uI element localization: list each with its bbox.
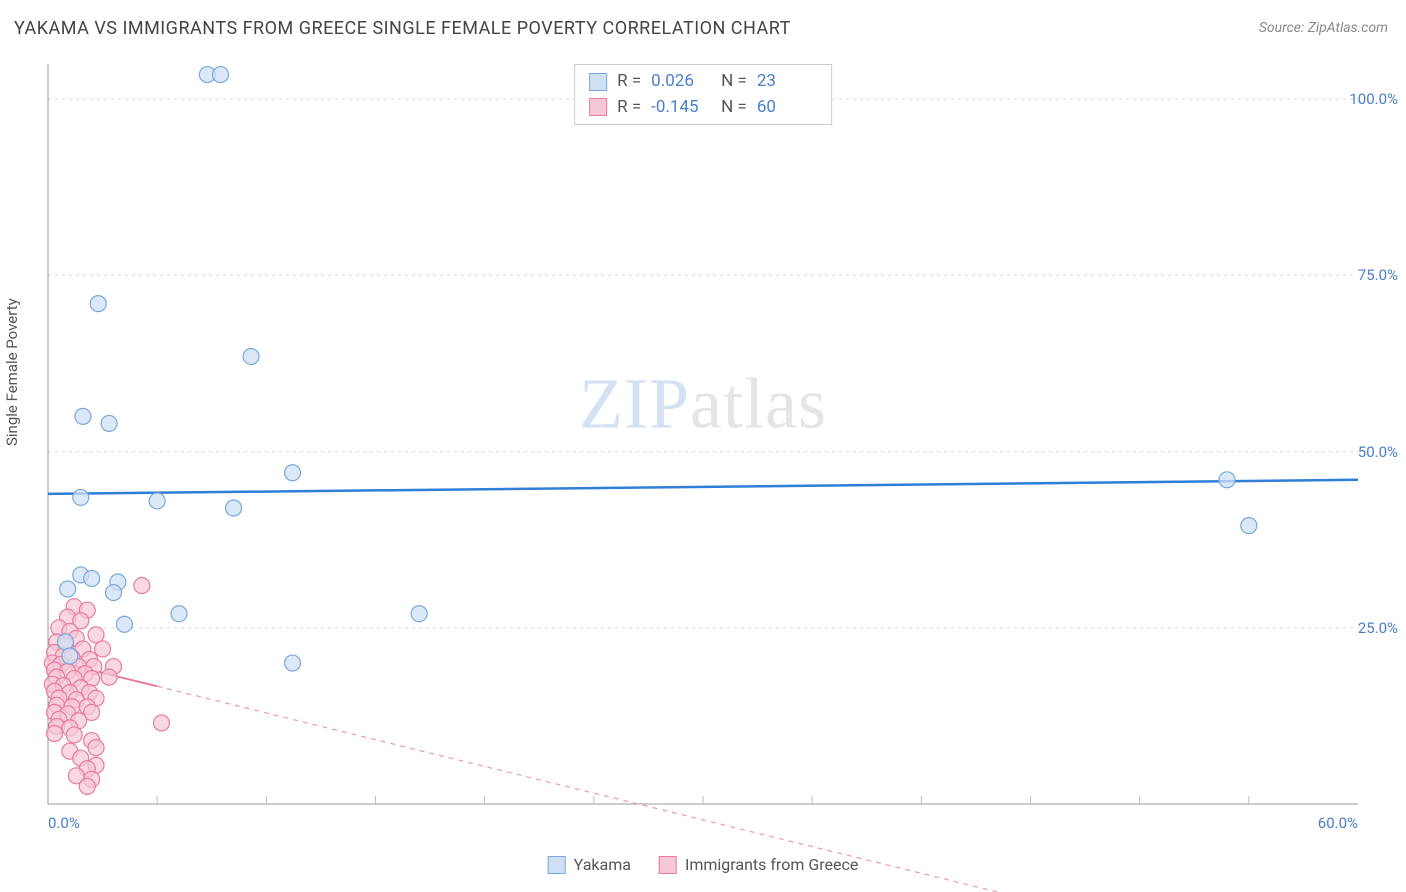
swatch-series-0	[548, 856, 566, 874]
legend-item-1: Immigrants from Greece	[659, 855, 858, 874]
swatch-series-1	[589, 98, 607, 116]
y-tick-label: 75.0%	[1358, 266, 1398, 284]
r-label: R =	[617, 69, 641, 95]
plot-area: ZIPatlas 25.0%50.0%75.0%100.0%0.0%60.0%	[48, 64, 1358, 804]
n-label: N =	[721, 95, 747, 121]
x-tick-label: 60.0%	[1318, 814, 1358, 832]
swatch-series-1	[659, 856, 677, 874]
r-value-1: -0.145	[651, 95, 711, 121]
swatch-series-0	[589, 73, 607, 91]
x-tick-label: 0.0%	[48, 814, 80, 832]
y-tick-label: 100.0%	[1349, 90, 1398, 108]
y-tick-label: 25.0%	[1358, 619, 1398, 637]
n-value-0: 23	[757, 69, 817, 95]
r-value-0: 0.026	[651, 69, 711, 95]
n-value-1: 60	[757, 95, 817, 121]
legend-series: Yakama Immigrants from Greece	[548, 855, 859, 874]
y-tick-label: 50.0%	[1358, 443, 1398, 461]
plot-svg	[48, 64, 1358, 804]
legend-row-series-0: R = 0.026 N = 23	[589, 69, 817, 95]
n-label: N =	[721, 69, 747, 95]
legend-label-1: Immigrants from Greece	[685, 855, 858, 874]
r-label: R =	[617, 95, 641, 121]
legend-row-series-1: R = -0.145 N = 60	[589, 95, 817, 121]
legend-item-0: Yakama	[548, 855, 631, 874]
legend-label-0: Yakama	[574, 855, 631, 874]
source-label: Source: ZipAtlas.com	[1259, 20, 1388, 36]
y-axis-label: Single Female Poverty	[3, 298, 21, 446]
chart-title: YAKAMA VS IMMIGRANTS FROM GREECE SINGLE …	[14, 18, 791, 39]
legend-correlation: R = 0.026 N = 23 R = -0.145 N = 60	[574, 64, 832, 125]
